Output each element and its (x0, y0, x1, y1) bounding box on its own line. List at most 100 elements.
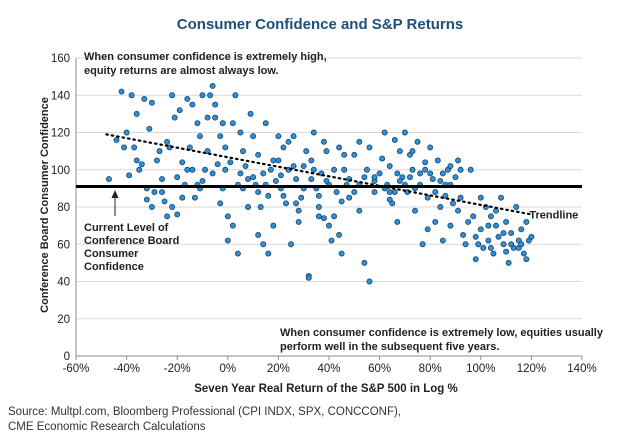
data-point (351, 189, 358, 196)
data-point (485, 222, 492, 229)
data-point (128, 92, 135, 99)
data-point (470, 213, 477, 220)
data-point (493, 222, 499, 229)
data-point (371, 174, 378, 181)
data-point (472, 256, 479, 263)
data-point (386, 189, 393, 196)
data-point (118, 88, 125, 95)
bottom-annotation-line-2: perform well in the subsequent five year… (280, 341, 499, 353)
data-point (376, 170, 383, 177)
data-point (154, 157, 160, 164)
data-point (245, 176, 251, 183)
x-tick-label: 20% (267, 363, 290, 375)
data-point (209, 82, 216, 89)
data-point (250, 133, 257, 140)
data-point (305, 274, 312, 281)
data-point (338, 250, 345, 257)
data-point (164, 213, 171, 220)
data-point (320, 215, 327, 222)
data-point (315, 213, 322, 220)
current-label-line-1: Current Level of (84, 222, 169, 234)
data-point (224, 237, 231, 244)
data-point (409, 148, 416, 155)
data-point (161, 198, 168, 205)
data-point (407, 174, 413, 181)
data-point (361, 174, 368, 181)
bottom-annotation-line-1: When consumer confidence is extremely lo… (280, 327, 604, 339)
x-tick-label: 100% (466, 363, 495, 375)
data-point (285, 138, 292, 145)
data-point (275, 157, 282, 164)
trendline-label: Trendline (529, 209, 578, 221)
data-point (315, 204, 322, 210)
data-point (283, 200, 289, 207)
top-annotation-line-2: equity returns are almost always low. (84, 65, 279, 77)
data-point (391, 136, 398, 143)
data-point (465, 218, 472, 225)
current-label-line-4: Confidence (84, 261, 144, 273)
data-point (227, 159, 234, 166)
data-point (427, 170, 434, 177)
y-tick-label: 140 (51, 90, 70, 102)
data-point (141, 96, 148, 102)
data-point (234, 250, 241, 257)
data-point (255, 151, 262, 158)
data-point (209, 170, 216, 177)
data-point (169, 92, 176, 99)
data-point (346, 194, 353, 201)
data-point (113, 136, 120, 143)
data-point (333, 189, 340, 196)
data-point (437, 204, 444, 210)
data-point (422, 159, 429, 166)
data-point (518, 241, 525, 248)
data-point (199, 92, 206, 99)
data-point (523, 218, 530, 225)
trendline (105, 133, 533, 216)
y-tick-labels: 0 20 40 60 80 100 120 140 160 (51, 53, 70, 363)
data-point (439, 237, 446, 244)
data-point (191, 194, 198, 201)
data-point (290, 133, 297, 140)
data-point (136, 166, 143, 173)
data-point (424, 194, 431, 201)
x-tick-label: 120% (517, 363, 546, 375)
data-point (450, 200, 456, 207)
data-point (176, 107, 183, 114)
data-point (328, 237, 335, 244)
data-point (121, 144, 128, 151)
data-point (151, 189, 158, 196)
data-point (477, 194, 484, 201)
data-point (424, 226, 431, 233)
data-point (295, 207, 302, 214)
data-point (477, 226, 484, 233)
data-point (265, 250, 272, 257)
x-axis-label: Seven Year Real Return of the S&P 500 in… (194, 383, 458, 395)
data-point (386, 163, 393, 169)
data-point (336, 144, 343, 151)
data-point (505, 259, 512, 266)
data-point (409, 166, 416, 173)
data-point (331, 213, 338, 220)
y-tick-label: 0 (64, 351, 70, 363)
data-point (212, 114, 219, 121)
data-point (260, 170, 267, 177)
source-line-1: Source: Multpl.com, Bloomberg Profession… (8, 406, 402, 418)
data-point (131, 144, 138, 151)
data-point (500, 230, 507, 237)
data-point (508, 230, 515, 237)
data-point (184, 96, 191, 102)
data-point (156, 148, 163, 155)
data-point (432, 189, 439, 196)
data-point (159, 176, 165, 183)
data-point (523, 256, 530, 263)
data-point (290, 163, 297, 169)
data-point (240, 148, 246, 155)
data-point (414, 138, 421, 145)
data-point (133, 157, 140, 164)
data-point (472, 233, 479, 240)
data-point (232, 92, 239, 99)
data-point (293, 200, 300, 207)
data-point (396, 148, 403, 155)
data-point (224, 213, 231, 220)
data-point (379, 155, 386, 162)
